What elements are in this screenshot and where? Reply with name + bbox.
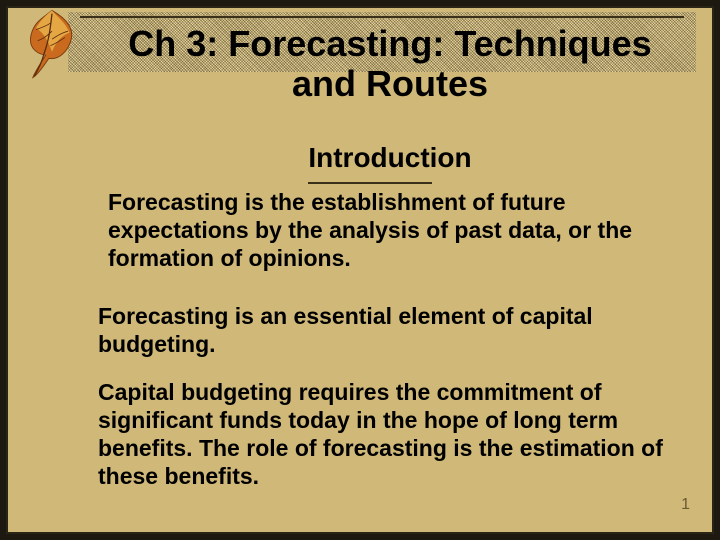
body-paragraph-2: Forecasting is an essential element of c… — [98, 302, 682, 358]
slide-title: Ch 3: Forecasting: Techniques and Routes — [98, 24, 682, 105]
body-paragraph-1: Forecasting is the establishment of futu… — [108, 188, 682, 272]
slide-subtitle: Introduction — [98, 142, 682, 174]
slide-container: Ch 3: Forecasting: Techniques and Routes… — [6, 6, 714, 534]
subtitle-underline-rule — [308, 182, 432, 184]
page-number: 1 — [681, 496, 690, 514]
leaf-icon — [12, 4, 92, 84]
top-horizontal-rule — [80, 16, 684, 18]
body-paragraph-3: Capital budgeting requires the commitmen… — [98, 378, 682, 490]
